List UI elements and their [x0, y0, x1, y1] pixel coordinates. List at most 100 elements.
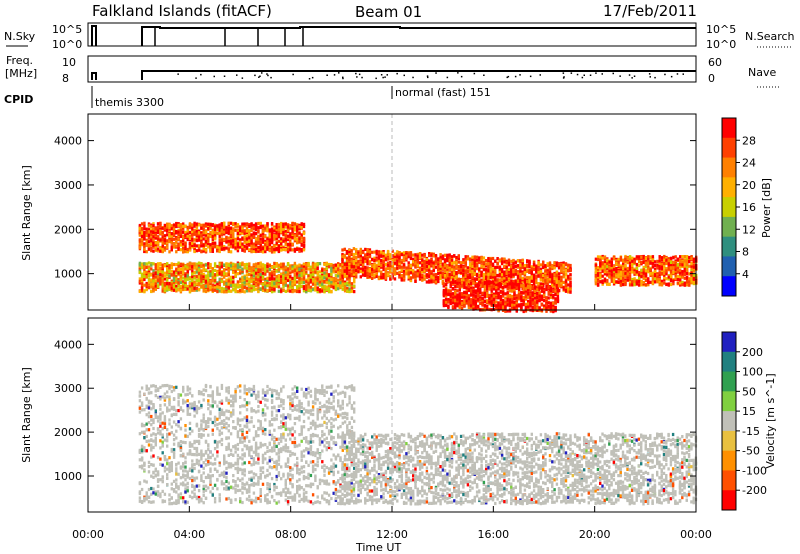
power-cell [448, 263, 451, 267]
power-cell [291, 236, 294, 240]
nave-dot [581, 76, 584, 79]
power-cell [254, 277, 258, 281]
power-cell [186, 225, 189, 229]
power-cell [186, 263, 189, 267]
power-cell [232, 275, 235, 279]
power-cell [239, 265, 242, 269]
power-cell [437, 262, 440, 266]
power-cell [327, 284, 331, 289]
power-cell [567, 283, 570, 287]
power-cell [548, 262, 552, 266]
power-cell [197, 263, 201, 267]
power-cell [307, 263, 310, 267]
power-cell [361, 263, 365, 267]
power-cell [423, 253, 426, 257]
power-cell [560, 280, 563, 284]
power-cell [371, 267, 374, 271]
power-cell [156, 265, 160, 270]
power-cell [298, 268, 301, 272]
power-cell [510, 273, 513, 277]
power-cell [537, 267, 540, 272]
power-cell [377, 276, 381, 280]
power-cell [239, 285, 242, 289]
power-cell [453, 272, 456, 276]
power-cell [220, 238, 224, 242]
nave-dot [380, 74, 383, 76]
power-cell [343, 274, 346, 278]
power-cell [223, 290, 226, 294]
power-cell [544, 278, 547, 283]
power-cell [373, 250, 376, 254]
power-cell [268, 273, 271, 277]
power-cell [457, 282, 460, 286]
power-cell [330, 272, 333, 276]
power-cell [425, 268, 429, 272]
power-cell [418, 270, 422, 274]
power-cell [273, 244, 276, 248]
power-cell [166, 222, 169, 226]
power-cell [138, 263, 142, 267]
power-cell [430, 272, 433, 276]
power-cell [248, 262, 251, 266]
power-cell [163, 246, 167, 250]
power-cell [254, 246, 258, 250]
power-cell [402, 255, 406, 259]
power-cell [341, 262, 344, 266]
power-cell [166, 265, 169, 269]
power-cell [252, 263, 256, 267]
power-cell [182, 285, 185, 289]
power-cell [202, 268, 205, 272]
power-cell [569, 268, 572, 272]
power-cell [152, 224, 155, 228]
power-cell [172, 242, 176, 246]
power-cell [343, 269, 346, 273]
power-cell [154, 284, 157, 289]
power-cell [352, 259, 356, 263]
power-cell [327, 279, 331, 283]
power-cell [350, 261, 353, 265]
power-cell [195, 249, 199, 253]
power-cell [259, 240, 262, 244]
power-cell [553, 261, 556, 265]
power-cell [293, 234, 297, 238]
power-cell [553, 276, 556, 280]
power-cell [418, 267, 422, 271]
power-cell [152, 227, 155, 231]
power-cell [182, 227, 185, 231]
power-cell [147, 240, 151, 244]
power-cell [241, 222, 244, 226]
power-cell [444, 292, 448, 296]
power-cell [152, 229, 155, 233]
power-cell [434, 274, 438, 278]
power-cell [163, 289, 167, 293]
power-cell [450, 271, 454, 275]
power-cell [482, 276, 486, 280]
power-cell [551, 277, 554, 281]
power-cell [421, 253, 424, 257]
power-cell [232, 283, 235, 287]
power-cell [175, 284, 178, 288]
power-cell [393, 277, 397, 281]
power-cell [177, 232, 180, 237]
power-cell [300, 248, 303, 252]
power-cell [225, 230, 228, 235]
power-cell [432, 280, 435, 284]
power-cell [489, 271, 492, 275]
power-cell [318, 274, 322, 278]
power-cell [400, 261, 403, 265]
power-cell [412, 263, 415, 267]
power-cell [512, 262, 515, 266]
power-cell [143, 277, 146, 282]
power-cell [252, 279, 256, 283]
power-cell [396, 263, 399, 267]
power-cell [218, 241, 221, 245]
power-cell [296, 266, 299, 270]
power-cell [318, 278, 322, 283]
power-cell [442, 288, 446, 293]
power-cell [359, 254, 362, 258]
power-cell [216, 282, 219, 286]
power-cell [179, 224, 183, 229]
power-cell [232, 234, 235, 239]
power-cell [300, 280, 303, 285]
power-cell [220, 277, 224, 281]
